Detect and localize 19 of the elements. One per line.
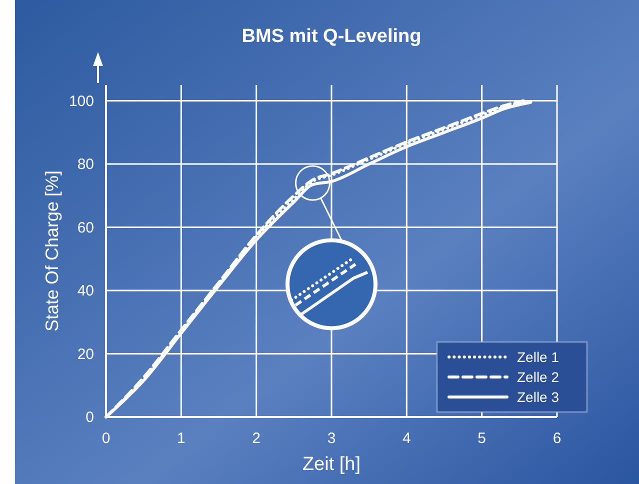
x-tick-label: 6: [552, 430, 562, 447]
y-tick-label: 0: [86, 409, 94, 426]
y-axis-title: State Of Charge [%]: [42, 170, 62, 332]
x-tick-label: 0: [102, 430, 110, 447]
x-tick-label: 2: [252, 430, 261, 447]
x-axis-title: Zeit [h]: [302, 454, 361, 475]
y-tick-label: 100: [68, 92, 94, 110]
legend-label: Zelle 1: [517, 349, 560, 365]
x-tick-label: 5: [478, 430, 486, 447]
legend-label: Zelle 2: [517, 369, 560, 385]
legend-label: Zelle 3: [517, 389, 560, 405]
x-tick-label: 4: [402, 430, 411, 447]
y-tick-label: 40: [77, 282, 94, 300]
y-tick-label: 20: [77, 346, 94, 363]
x-tick-label: 3: [327, 430, 336, 447]
y-tick-label: 80: [77, 156, 94, 174]
y-tick-label: 60: [77, 219, 94, 236]
x-tick-label: 1: [176, 430, 186, 447]
chart-title: BMS mit Q-Leveling: [242, 26, 422, 47]
